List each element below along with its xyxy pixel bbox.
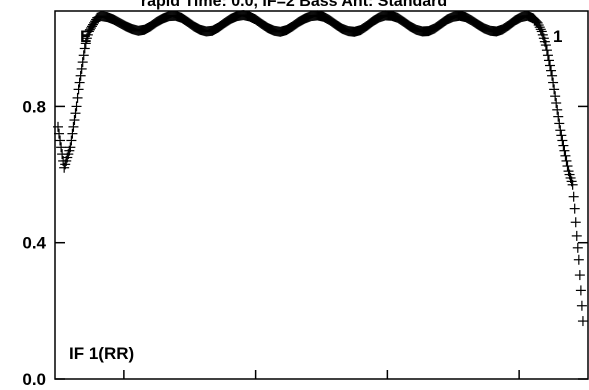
data-point-26: [79, 43, 90, 54]
data-point-480: [547, 70, 558, 81]
data-point-475: [541, 45, 552, 56]
data-point-474: [540, 40, 551, 51]
data-point-12: [65, 142, 76, 153]
data-point-23: [76, 63, 87, 74]
data-point-0: [53, 121, 63, 132]
data-point-20: [73, 84, 84, 95]
data-point-481: [548, 77, 559, 88]
data-point-27: [80, 38, 91, 49]
data-point-18: [71, 101, 82, 112]
chart-title-fragment: rapid Time: 0.0, IF=2 Bass Ant: Standard: [141, 0, 447, 10]
data-point-508: [575, 285, 586, 296]
data-point-466: [532, 17, 543, 28]
data-point-505: [572, 242, 583, 253]
data-point-503: [570, 217, 581, 228]
y-tick-labels: 0.0 0.4 0.8: [22, 97, 46, 389]
data-point-493: [560, 150, 571, 161]
data-point-478: [545, 60, 556, 71]
data-point-500: [567, 179, 578, 190]
data-point-502: [569, 203, 580, 214]
data-point-22: [75, 70, 86, 81]
x-tick-marks: [123, 370, 520, 379]
data-point-469: [535, 24, 546, 35]
data-point-477: [543, 55, 554, 66]
data-point-21: [74, 77, 85, 88]
y-tick-label-2: 0.8: [22, 97, 46, 116]
data-point-24: [77, 57, 88, 68]
data-point-486: [553, 111, 564, 122]
data-point-19: [72, 92, 83, 103]
data-point-467: [533, 20, 544, 31]
data-point-485: [552, 104, 563, 115]
data-point-504: [571, 230, 582, 241]
data-point-13: [66, 135, 77, 146]
data-point-490: [557, 135, 568, 146]
plot-frame: [54, 10, 589, 380]
data-point-491: [558, 140, 569, 151]
data-point-2: [55, 135, 66, 146]
data-point-492: [559, 145, 570, 156]
data-point-17: [70, 108, 81, 119]
data-point-506: [573, 254, 584, 265]
data-point-484: [551, 98, 562, 108]
data-point-495: [562, 161, 573, 172]
data-point-482: [549, 84, 560, 95]
y-tick-label-1: 0.4: [22, 234, 46, 253]
data-point-489: [556, 130, 567, 141]
data-point-25: [78, 50, 89, 61]
data-point-16: [69, 115, 80, 126]
data-point-488: [555, 125, 566, 136]
data-point-501: [568, 191, 579, 202]
data-point-507: [574, 270, 585, 281]
data-point-494: [561, 155, 572, 166]
data-point-468: [534, 22, 545, 33]
data-point-487: [554, 118, 565, 129]
data-point-3: [56, 142, 67, 153]
annotation-bottom-left: IF 1(RR): [69, 344, 134, 363]
annotation-top-left: E: [80, 27, 91, 46]
y-tick-marks: [55, 105, 588, 380]
annotation-top-right: 1: [553, 27, 562, 46]
data-point-509: [576, 300, 587, 311]
data-point-14: [67, 128, 78, 139]
data-point-479: [546, 65, 557, 76]
data-point-510: [577, 316, 588, 327]
data-point-15: [68, 121, 79, 132]
data-point-483: [550, 91, 561, 102]
data-points: [53, 10, 588, 327]
data-point-1: [54, 128, 65, 139]
y-tick-label-0: 0.0: [22, 370, 46, 389]
title-fragment-group: rapid Time: 0.0, IF=2 Bass Ant: Standard: [141, 0, 447, 10]
data-point-476: [542, 50, 553, 61]
